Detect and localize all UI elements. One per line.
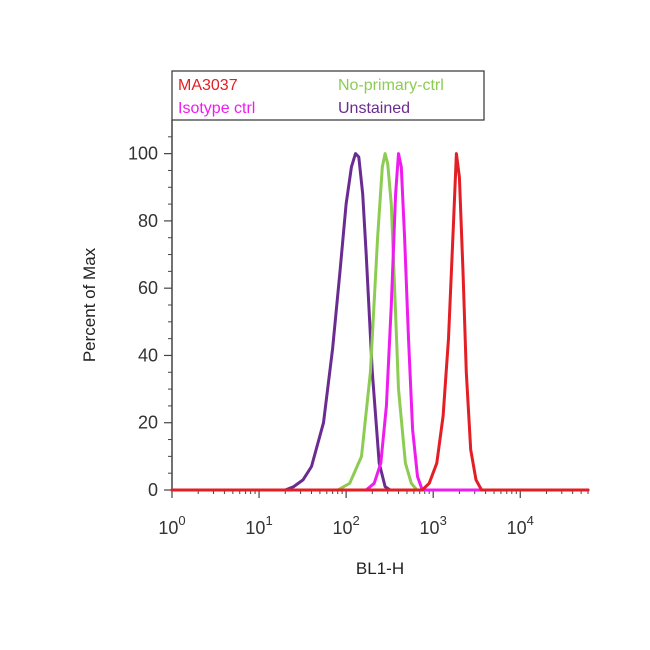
x-tick-label: 104 (507, 513, 534, 538)
series-line-ma3037 (170, 152, 590, 492)
x-tick-label: 102 (332, 513, 359, 538)
series-line-unstained (170, 152, 590, 492)
y-tick-label: 40 (138, 345, 158, 365)
legend-entry: MA3037 (178, 77, 238, 94)
y-tick-label: 20 (138, 413, 158, 433)
x-tick-label: 101 (245, 513, 272, 538)
y-axis-label: Percent of Max (80, 247, 99, 362)
legend: MA3037 No-primary-ctrl Isotype ctrl Unstain… (171, 70, 485, 121)
y-tick-label: 100 (128, 144, 158, 164)
x-axis-label: BL1-H (356, 559, 404, 578)
series-line-no-primary-ctrl (170, 152, 590, 492)
x-tick-label: 100 (158, 513, 185, 538)
legend-box (171, 70, 485, 121)
axes: 0 20 40 60 80 100 100 101 102 103 104 (128, 120, 589, 538)
y-tick-label: 0 (148, 480, 158, 500)
legend-entry: Isotype ctrl (178, 100, 255, 117)
series-lines (170, 152, 590, 492)
y-tick-label: 60 (138, 278, 158, 298)
legend-entry: No-primary-ctrl (338, 77, 444, 94)
y-tick-label: 80 (138, 211, 158, 231)
legend-entry: Unstained (338, 100, 410, 117)
x-tick-label: 103 (420, 513, 447, 538)
series-line-isotype-ctrl (170, 152, 590, 492)
